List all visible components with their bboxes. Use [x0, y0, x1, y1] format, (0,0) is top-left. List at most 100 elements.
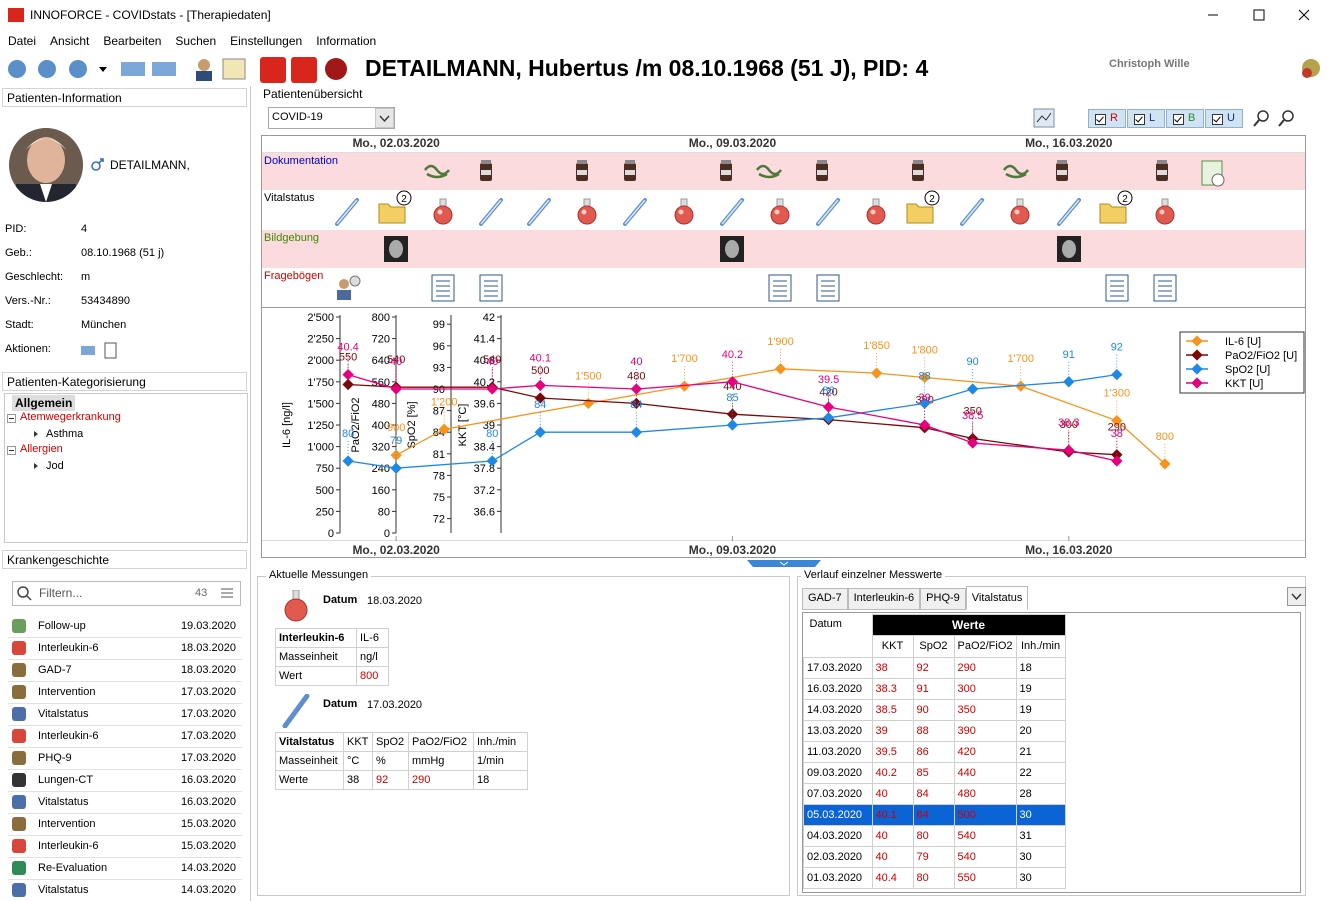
tree-item[interactable]: Asthma [46, 428, 84, 440]
timeline-icon[interactable] [1156, 160, 1168, 181]
zoom-icons[interactable] [1252, 108, 1302, 128]
timeline-icon[interactable] [906, 203, 934, 224]
tool-icon[interactable] [8, 60, 26, 78]
timeline-icon[interactable] [770, 198, 790, 225]
timeline-icon[interactable] [424, 164, 450, 179]
timeline-icon[interactable] [816, 274, 840, 302]
timeline-icon[interactable] [623, 198, 647, 226]
history-row[interactable]: PHQ-9 17.03.2020 [8, 748, 242, 770]
timeline-icon[interactable] [720, 198, 744, 226]
timeline-icon[interactable] [480, 160, 492, 181]
tree-item[interactable]: Jod [46, 460, 64, 472]
tree-group[interactable]: Atemwegerkrankung [20, 411, 121, 423]
timeline-icon[interactable] [816, 198, 840, 226]
timeline-icon[interactable] [479, 198, 503, 226]
filter-toggle[interactable]: R [1088, 109, 1126, 128]
history-row[interactable]: Lungen-CT 16.03.2020 [8, 770, 242, 792]
tree-toggle[interactable] [7, 446, 16, 455]
tab-dropdown[interactable] [1287, 587, 1306, 606]
tree-toggle[interactable] [7, 414, 16, 423]
filter-placeholder[interactable]: Filtern... [39, 586, 83, 600]
action-icons[interactable] [80, 342, 120, 360]
data-row[interactable]: 11.03.2020 39.5 86 420 21 [803, 740, 1066, 763]
filter-toggle[interactable]: L [1127, 109, 1165, 128]
timeline-icon[interactable] [1099, 203, 1127, 224]
tree-group[interactable]: Allergien [20, 443, 63, 455]
data-row[interactable]: 04.03.2020 40 80 540 31 [803, 824, 1066, 847]
timeline-icon[interactable] [756, 164, 782, 179]
data-row[interactable]: 17.03.2020 38 92 290 18 [803, 656, 1066, 679]
timeline-icon[interactable] [1010, 198, 1030, 225]
filter-toggle[interactable]: B [1166, 109, 1204, 128]
timeline-icon[interactable] [1057, 198, 1081, 226]
menu-item[interactable]: Datei [8, 34, 37, 48]
category-select[interactable] [268, 107, 395, 129]
history-row[interactable]: Vitalstatus 14.03.2020 [8, 880, 242, 901]
tab[interactable]: GAD-7 [802, 588, 848, 610]
timeline-icon[interactable] [576, 160, 588, 181]
history-row[interactable]: Vitalstatus 16.03.2020 [8, 792, 242, 814]
tool-icon[interactable] [69, 60, 87, 78]
tool-icon[interactable] [152, 62, 176, 76]
history-row[interactable]: Re-Evaluation 14.03.2020 [8, 858, 242, 880]
data-row[interactable]: 05.03.2020 40.1 84 500 30 [803, 803, 1066, 826]
filter-box[interactable] [12, 581, 241, 606]
user-icon[interactable] [1298, 55, 1324, 81]
timeline-icon[interactable] [384, 236, 408, 262]
history-row[interactable]: Interleukin-6 15.03.2020 [8, 836, 242, 858]
timeline-icon[interactable] [577, 198, 597, 225]
tool-icon[interactable] [121, 62, 145, 76]
menu-item[interactable]: Suchen [175, 34, 217, 48]
timeline-icon[interactable] [1105, 274, 1129, 302]
tool-icon[interactable] [222, 58, 246, 80]
timeline-icon[interactable] [1057, 236, 1081, 262]
timeline-icon[interactable] [1153, 274, 1177, 302]
dropdown-arrow[interactable] [99, 67, 107, 72]
timeline-icon[interactable] [335, 198, 359, 226]
timeline-icon[interactable] [1056, 160, 1068, 181]
timeline-icon[interactable] [1201, 160, 1225, 187]
select-arrow[interactable] [375, 108, 394, 128]
timeline-icon[interactable] [674, 198, 694, 225]
splitter-handle[interactable] [747, 560, 821, 568]
history-row[interactable]: GAD-7 18.03.2020 [8, 660, 242, 682]
menu-icon[interactable] [220, 587, 234, 599]
timeline-icon[interactable] [1155, 198, 1175, 225]
menu-item[interactable]: Einstellungen [230, 34, 303, 48]
timeline-icon[interactable] [720, 160, 732, 181]
data-row[interactable]: 13.03.2020 39 88 390 20 [803, 719, 1066, 742]
timeline-icon[interactable] [431, 274, 455, 302]
history-row[interactable]: Intervention 15.03.2020 [8, 814, 242, 836]
tool-icon[interactable] [325, 58, 347, 80]
tool-icon[interactable] [38, 60, 56, 78]
timeline-icon[interactable] [624, 160, 636, 181]
history-row[interactable]: Vitalstatus 17.03.2020 [8, 704, 242, 726]
timeline-icon[interactable] [720, 236, 744, 262]
data-row[interactable]: 14.03.2020 38.5 90 350 19 [803, 698, 1066, 721]
timeline-icon[interactable] [1003, 164, 1029, 179]
data-row[interactable]: 01.03.2020 40.4 80 550 30 [803, 866, 1066, 889]
timeline-icon[interactable] [378, 203, 406, 224]
menu-item[interactable]: Bearbeiten [103, 34, 162, 48]
timeline-icon[interactable] [433, 198, 453, 225]
history-row[interactable]: Intervention 17.03.2020 [8, 682, 242, 704]
timeline-icon[interactable] [816, 160, 828, 181]
data-row[interactable]: 07.03.2020 40 84 480 28 [803, 782, 1066, 805]
tool-icon[interactable] [291, 57, 317, 83]
timeline-icon[interactable] [912, 160, 924, 181]
category-select-value[interactable]: COVID-19 [272, 111, 323, 123]
data-row[interactable]: 16.03.2020 38.3 91 300 19 [803, 677, 1066, 700]
tool-icon[interactable] [196, 71, 212, 81]
window-controls[interactable] [1190, 0, 1327, 30]
data-row[interactable]: 09.03.2020 40.2 85 440 22 [803, 761, 1066, 784]
filter-toggle[interactable]: U [1205, 109, 1243, 128]
maximize[interactable] [1253, 9, 1265, 21]
history-row[interactable]: Interleukin-6 17.03.2020 [8, 726, 242, 748]
tab[interactable]: Interleukin-6 [847, 588, 921, 610]
category-tab[interactable]: Allgemein [12, 395, 76, 411]
timeline-icon[interactable] [768, 274, 792, 302]
history-row[interactable]: Follow-up 19.03.2020 [8, 616, 242, 638]
chart-settings-icon[interactable] [1033, 108, 1055, 128]
timeline-icon[interactable] [527, 198, 551, 226]
timeline-icon[interactable] [479, 274, 503, 302]
